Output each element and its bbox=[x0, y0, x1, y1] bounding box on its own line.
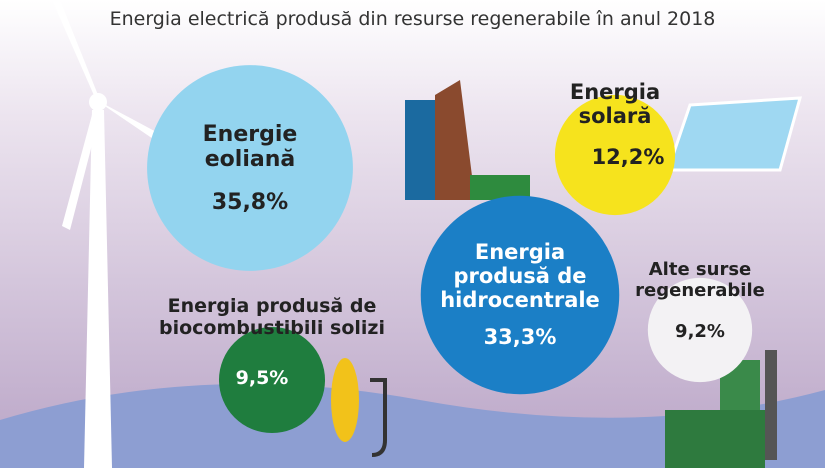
value-label: 33,3% bbox=[484, 325, 557, 349]
value-label: 12,2% bbox=[592, 145, 665, 169]
bubble-label: Energie eoliană bbox=[175, 122, 325, 173]
background bbox=[0, 0, 825, 468]
bubble-label: Energia produsă de biocombustibili soliz… bbox=[127, 296, 417, 340]
value-label: 9,2% bbox=[675, 322, 725, 343]
value-label: 35,8% bbox=[212, 190, 288, 215]
bubble-label: Alte surse regenerabile bbox=[620, 260, 780, 301]
infographic: Energia electrică produsă din resurse re… bbox=[0, 0, 825, 468]
bubble-label: Energia produsă de hidrocentrale bbox=[425, 240, 615, 312]
solar-panel-icon bbox=[668, 98, 800, 170]
chart-title: Energia electrică produsă din resurse re… bbox=[0, 8, 825, 30]
value-label: 9,5% bbox=[236, 368, 289, 390]
bubble-label: Energia solară bbox=[560, 80, 670, 128]
